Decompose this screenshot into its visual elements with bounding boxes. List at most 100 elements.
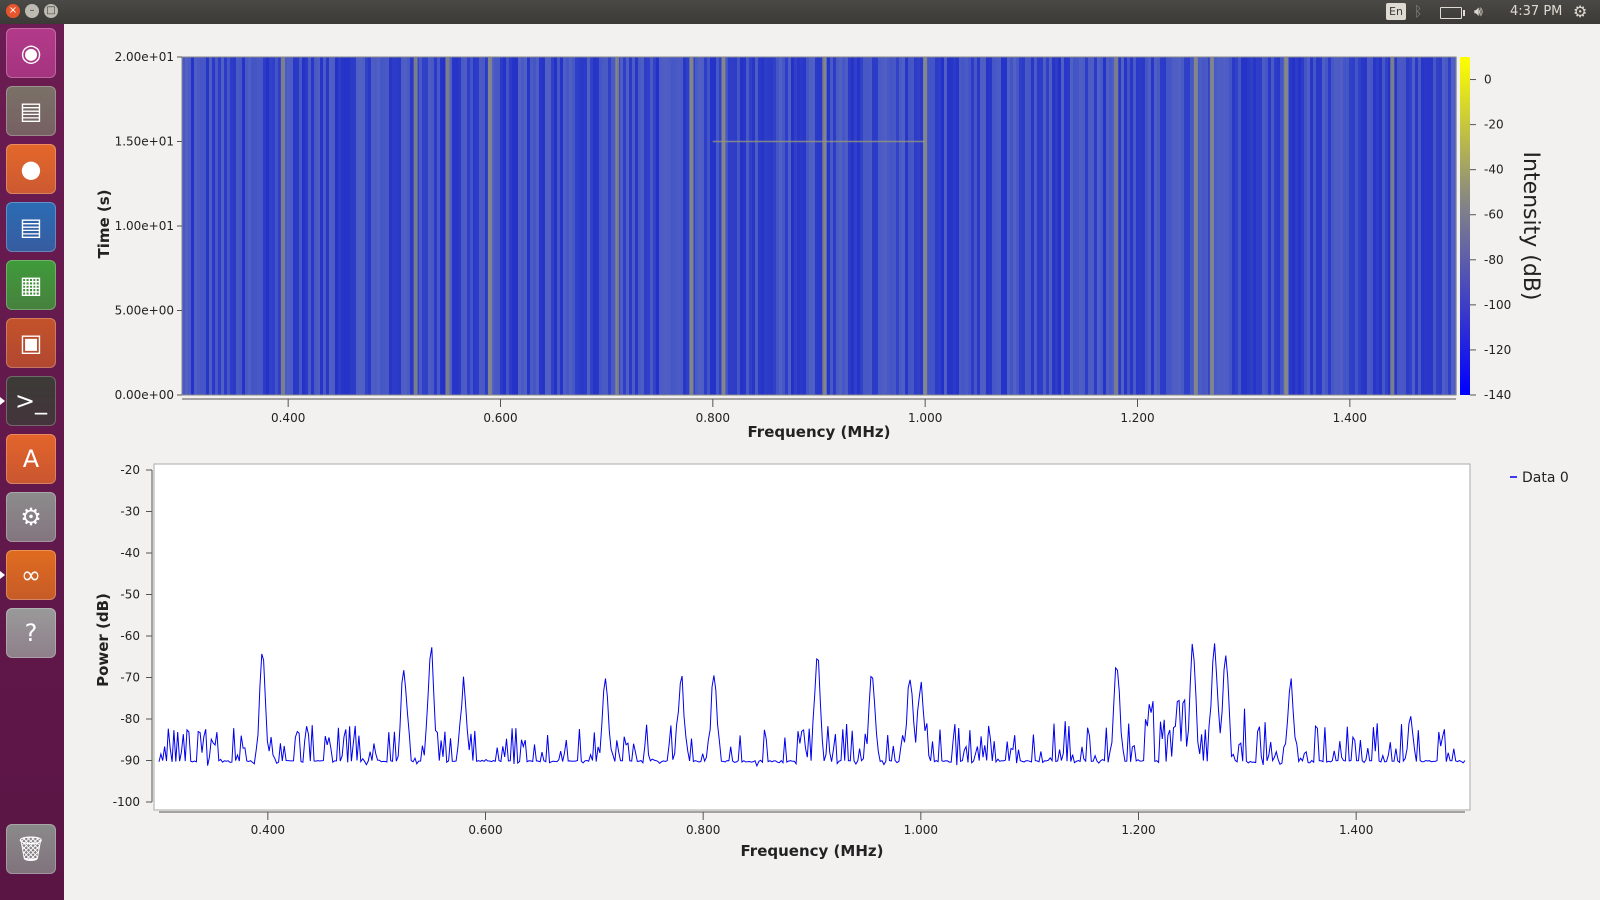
colorbar-tick-label: -100 — [1484, 298, 1511, 312]
heatmap-column — [545, 57, 548, 395]
heatmap-column — [1175, 57, 1178, 395]
heatmap-column — [1130, 57, 1133, 395]
y-tick-label: 5.00e+00 — [115, 304, 174, 318]
waterfall-heatmap[interactable] — [182, 57, 1457, 395]
legend[interactable]: Data 0 — [1510, 470, 1569, 486]
heatmap-column — [593, 57, 596, 395]
launcher-terminal[interactable]: >_ — [6, 376, 56, 426]
carrier-line — [822, 57, 827, 395]
heatmap-column — [1238, 57, 1241, 395]
heatmap-column — [761, 57, 764, 395]
heatmap-column — [398, 57, 401, 395]
writer-document-icon: ▤ — [19, 213, 43, 241]
heatmap-column — [521, 57, 524, 395]
heatmap-column — [1400, 57, 1403, 395]
keyboard-layout-indicator[interactable]: En — [1386, 3, 1406, 20]
launcher-system-settings[interactable]: ⚙ — [6, 492, 56, 542]
heatmap-column — [299, 57, 302, 395]
launcher-firefox[interactable]: ● — [6, 144, 56, 194]
heatmap-column — [719, 57, 722, 395]
launcher-gnuradio-companion[interactable]: ∞ — [6, 550, 56, 600]
heatmap-column — [269, 57, 272, 395]
heatmap-column — [602, 57, 605, 395]
launcher-libreoffice-impress[interactable]: ▣ — [6, 318, 56, 368]
heatmap-column — [278, 57, 281, 395]
heatmap-column — [527, 57, 530, 395]
y-tick-label: -60 — [120, 629, 140, 643]
heatmap-column — [578, 57, 581, 395]
heatmap-column — [743, 57, 746, 395]
maximize-window-button[interactable]: □ — [44, 4, 58, 18]
launcher-ubuntu-dash[interactable]: ◉ — [6, 28, 56, 78]
heatmap-column — [1058, 57, 1061, 395]
heatmap-column — [182, 57, 185, 395]
launcher-libreoffice-calc[interactable]: ▦ — [6, 260, 56, 310]
heatmap-column — [410, 57, 413, 395]
heatmap-column — [1307, 57, 1310, 395]
heatmap-column — [497, 57, 500, 395]
ubuntu-logo-icon: ◉ — [20, 39, 42, 67]
heatmap-column — [377, 57, 380, 395]
heatmap-column — [1040, 57, 1043, 395]
heatmap-column — [1103, 57, 1106, 395]
heatmap-column — [449, 57, 452, 395]
heatmap-column — [1451, 57, 1454, 395]
heatmap-column — [830, 57, 833, 395]
heatmap-column — [572, 57, 575, 395]
x-tick-label: 0.600 — [468, 823, 502, 837]
heatmap-column — [353, 57, 356, 395]
question-mark-icon: ? — [24, 619, 38, 647]
heatmap-column — [482, 57, 485, 395]
y-tick-label: -70 — [120, 671, 140, 685]
clock[interactable]: 4:37 PM — [1510, 4, 1563, 19]
close-window-button[interactable]: × — [6, 4, 20, 18]
heatmap-column — [869, 57, 872, 395]
heatmap-column — [644, 57, 647, 395]
heatmap-column — [275, 57, 278, 395]
colorbar-tick-label: -20 — [1484, 118, 1504, 132]
minimize-window-button[interactable]: – — [25, 4, 39, 18]
heatmap-column — [1022, 57, 1025, 395]
bluetooth-icon[interactable]: ᛒ — [1414, 4, 1423, 20]
heatmap-column — [203, 57, 206, 395]
battery-icon[interactable] — [1440, 7, 1465, 19]
system-gear-icon[interactable]: ⚙ — [1573, 2, 1588, 21]
heatmap-column — [1241, 57, 1244, 395]
heatmap-column — [1154, 57, 1157, 395]
heatmap-column — [698, 57, 701, 395]
heatmap-column — [845, 57, 848, 395]
heatmap-column — [749, 57, 752, 395]
heatmap-column — [1244, 57, 1247, 395]
heatmap-column — [260, 57, 263, 395]
launcher-help[interactable]: ? — [6, 608, 56, 658]
launcher-files[interactable]: ▤ — [6, 86, 56, 136]
launcher-software-center[interactable]: A — [6, 434, 56, 484]
heatmap-column — [839, 57, 842, 395]
heatmap-column — [1046, 57, 1049, 395]
heatmap-column — [458, 57, 461, 395]
carrier-line — [923, 57, 928, 395]
carrier-line — [689, 57, 694, 395]
heatmap-column — [1013, 57, 1016, 395]
heatmap-column — [1364, 57, 1367, 395]
heatmap-column — [437, 57, 440, 395]
heatmap-column — [1430, 57, 1433, 395]
heatmap-column — [1337, 57, 1340, 395]
x-tick-label: 1.000 — [908, 411, 942, 425]
launcher-libreoffice-writer[interactable]: ▤ — [6, 202, 56, 252]
launcher-trash[interactable]: 🗑︎ — [6, 824, 56, 874]
y-tick-label: -30 — [120, 505, 140, 519]
heatmap-column — [395, 57, 398, 395]
heatmap-column — [224, 57, 227, 395]
heatmap-column — [785, 57, 788, 395]
heatmap-column — [977, 57, 980, 395]
heatmap-column — [212, 57, 215, 395]
heatmap-column — [776, 57, 779, 395]
heatmap-column — [443, 57, 446, 395]
heatmap-column — [551, 57, 554, 395]
impress-presentation-icon: ▣ — [19, 329, 43, 357]
heatmap-column — [608, 57, 611, 395]
volume-icon[interactable]: 🔊︎ — [1474, 4, 1483, 20]
heatmap-column — [293, 57, 296, 395]
heatmap-column — [287, 57, 290, 395]
